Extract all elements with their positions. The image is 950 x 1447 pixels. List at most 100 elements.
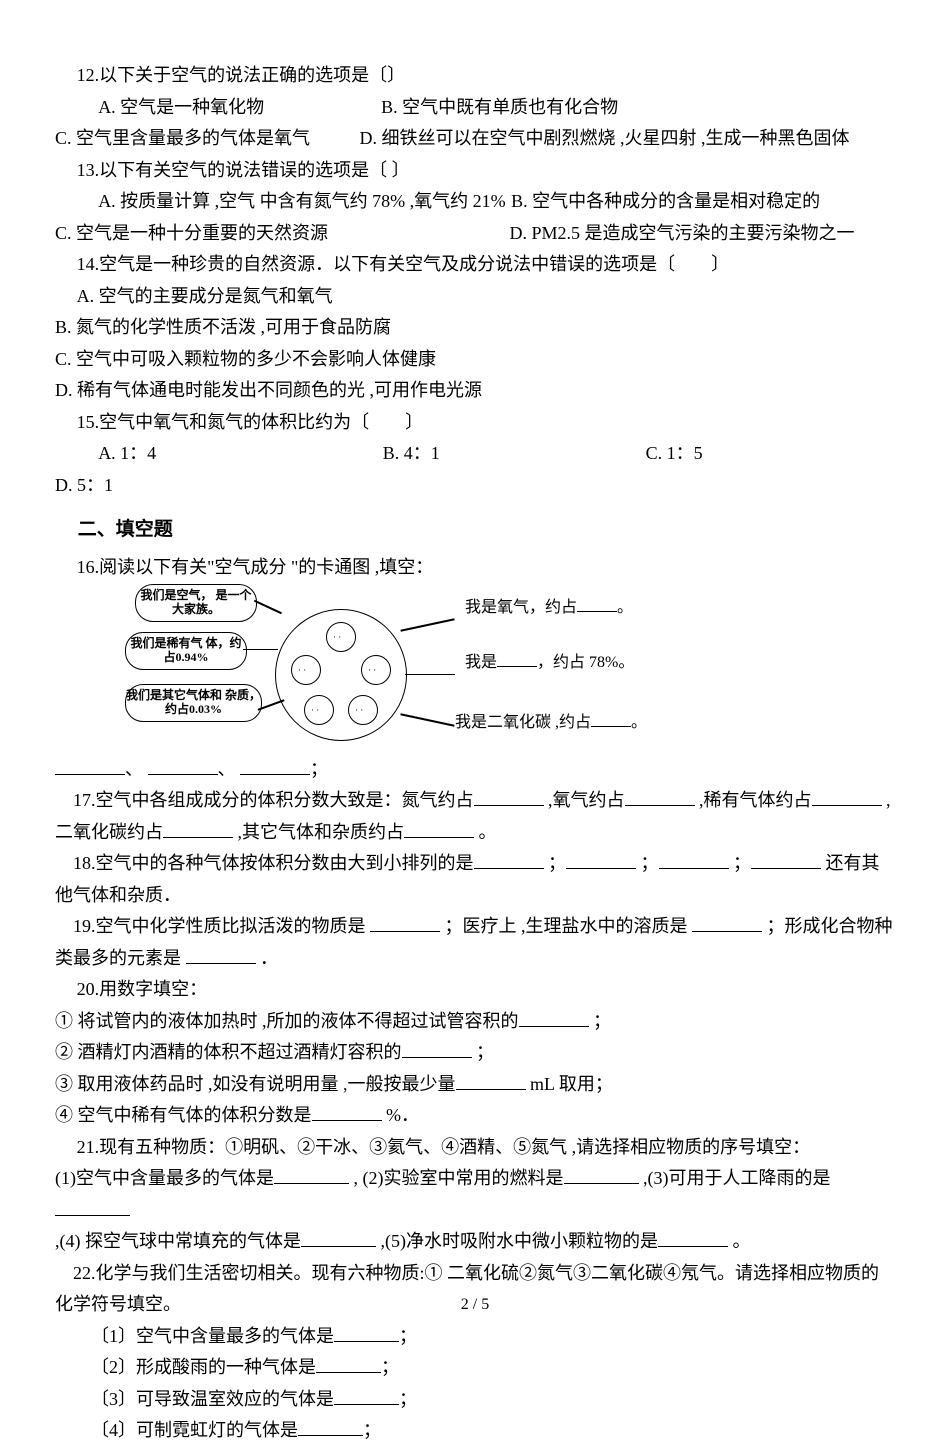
- blank[interactable]: [148, 756, 218, 775]
- blank[interactable]: [564, 1165, 639, 1184]
- q19-d: ．: [260, 948, 278, 968]
- blank[interactable]: [298, 1417, 363, 1436]
- q17-c: ,稀有气体约占: [699, 790, 812, 810]
- q20-l3: ③ 取用液体药品时 ,如没有说明用量 ,一般按最少量 mL 取用；: [55, 1069, 895, 1101]
- q17-f: 。: [479, 822, 497, 842]
- q22-t3: ；: [399, 1389, 417, 1409]
- q20-l4a: ④ 空气中稀有气体的体积分数是: [55, 1105, 312, 1125]
- q13-d: D. PM2.5 是造成空气污染的主要污染物之一: [510, 223, 855, 243]
- q22-l1a: 〔1〕空气中含量最多的气体是: [91, 1326, 334, 1346]
- q20-l3a: ③ 取用液体药品时 ,如没有说明用量 ,一般按最少量: [55, 1074, 456, 1094]
- callout-mid: 我是，约占 78%。: [465, 649, 634, 677]
- blank[interactable]: [274, 1165, 349, 1184]
- q20-stem: 20.用数字填空：: [55, 974, 895, 1006]
- blank[interactable]: [474, 850, 544, 869]
- q22-l3: 〔3〕可导致温室效应的气体是 ；: [55, 1384, 895, 1416]
- q17: 17.空气中各组成成分的体积分数大致是：氮气约占 ,氧气约占 ,稀有气体约占 ,…: [55, 785, 895, 848]
- q12-b: B. 空气中既有单质也有化合物: [381, 97, 618, 117]
- blank[interactable]: [577, 595, 617, 612]
- q15-d: D. 5：1: [55, 470, 895, 502]
- blank[interactable]: [370, 913, 440, 932]
- blank[interactable]: [301, 1228, 376, 1247]
- q18: 18.空气中的各种气体按体积分数由大到小排列的是 ； ； ； 还有其他气体和杂质…: [55, 848, 895, 911]
- sep1: 、: [125, 759, 143, 779]
- blank[interactable]: [55, 1197, 130, 1216]
- q22-l2a: 〔2〕形成酸雨的一种气体是: [91, 1357, 316, 1377]
- q13-row2: C. 空气是一种十分重要的天然资源 D. PM2.5 是造成空气污染的主要污染物…: [55, 218, 895, 250]
- blank[interactable]: [334, 1386, 399, 1405]
- blank[interactable]: [692, 913, 762, 932]
- callout-mid-a: 我是: [465, 654, 497, 671]
- q20-l1: ① 将试管内的液体加热时 ,所加的液体不得超过试管容积的 ；: [55, 1006, 895, 1038]
- callout-top-b: 。: [617, 599, 633, 616]
- sep3: ；: [310, 759, 328, 779]
- q16-trail: 、 、 ；: [55, 754, 895, 786]
- q21-stem: 21.现有五种物质：①明矾、②干冰、③氦气、④酒精、⑤氮气 ,请选择相应物质的序…: [55, 1132, 895, 1164]
- page-number: 2 / 5: [0, 1291, 950, 1319]
- blank[interactable]: [658, 1228, 728, 1247]
- bubble-bot-text: 我们是其它气体和 杂质，约占0.03%: [126, 685, 261, 717]
- blank[interactable]: [625, 787, 695, 806]
- callout-top: 我是氧气，约占 。: [465, 594, 633, 622]
- blank[interactable]: [474, 787, 544, 806]
- q22-l1: 〔1〕空气中含量最多的气体是 ；: [55, 1321, 895, 1353]
- q21-p2a: ,(4) 探空气球中常填充的气体是: [55, 1231, 301, 1251]
- q22-l4a: 〔4〕可制霓虹灯的气体是: [91, 1420, 298, 1440]
- callout-top-a: 我是氧气，约占: [465, 599, 577, 616]
- bubble-mid-text: 我们是稀有气 体，约占0.94%: [126, 633, 246, 665]
- blank[interactable]: [312, 1102, 382, 1121]
- q12-a: A. 空气是一种氧化物: [77, 92, 377, 124]
- blank[interactable]: [659, 850, 729, 869]
- blank[interactable]: [402, 1039, 472, 1058]
- q21-p1a: (1)空气中含量最多的气体是: [55, 1168, 274, 1188]
- blank[interactable]: [163, 819, 233, 838]
- q13-a: A. 按质量计算 ,空气 中含有氮气约 78% ,氧气约 21%: [77, 186, 507, 218]
- q13-stem: 13.以下有关空气的说法错误的选项是〔 〕: [55, 155, 895, 187]
- blank[interactable]: [186, 945, 256, 964]
- q18-s3: ；: [733, 853, 751, 873]
- blank[interactable]: [566, 850, 636, 869]
- q12-c: C. 空气里含量最多的气体是氧气: [55, 123, 355, 155]
- q21-row1: (1)空气中含量最多的气体是 , (2)实验室中常用的燃料是 ,(3)可用于人工…: [55, 1163, 895, 1226]
- q17-e: ,其它气体和杂质约占: [238, 822, 405, 842]
- blank[interactable]: [519, 1008, 589, 1027]
- blank[interactable]: [55, 756, 125, 775]
- blank[interactable]: [456, 1071, 526, 1090]
- q20-l1a: ① 将试管内的液体加热时 ,所加的液体不得超过试管容积的: [55, 1011, 519, 1031]
- blank[interactable]: [497, 650, 537, 667]
- q14-stem: 14.空气是一种珍贵的自然资源．以下有关空气及成分说法中错误的选项是〔 〕: [55, 249, 895, 281]
- blank[interactable]: [812, 787, 882, 806]
- q12-row2: C. 空气里含量最多的气体是氧气 D. 细铁丝可以在空气中剧烈燃烧 ,火星四射 …: [55, 123, 895, 155]
- q20-l2: ② 酒精灯内酒精的体积不超过酒精灯容积的 ；: [55, 1037, 895, 1069]
- q15-stem: 15.空气中氧气和氮气的体积比约为〔 〕: [55, 407, 895, 439]
- q17-a: 17.空气中各组成成分的体积分数大致是：氮气约占: [73, 790, 474, 810]
- q22-l3a: 〔3〕可导致温室效应的气体是: [91, 1389, 334, 1409]
- q19-a: 19.空气中化学性质比拟活泼的物质是: [73, 916, 370, 936]
- q16-diagram: 我们是空气， 是一个大家族。 我们是稀有气 体，约占0.94% 我们是其它气体和…: [135, 584, 675, 754]
- blank[interactable]: [316, 1354, 381, 1373]
- q20-l4b: %．: [382, 1105, 420, 1125]
- callout-bot-b: 。: [631, 714, 647, 731]
- q14-d: D. 稀有气体通电时能发出不同颜色的光 ,可用作电光源: [55, 375, 895, 407]
- q22-t1: ；: [399, 1326, 417, 1346]
- blank[interactable]: [404, 819, 474, 838]
- q18-s1: ；: [548, 853, 566, 873]
- q22-t2: ；: [381, 1357, 399, 1377]
- q21-row2: ,(4) 探空气球中常填充的气体是 ,(5)净水时吸附水中微小颗粒物的是 。: [55, 1226, 895, 1258]
- q22-l4: 〔4〕可制霓虹灯的气体是；: [55, 1415, 895, 1447]
- blank[interactable]: [591, 710, 631, 727]
- q20-l3b: mL 取用；: [526, 1074, 613, 1094]
- section2-title: 二、填空题: [55, 513, 895, 546]
- q12-stem: 12.以下关于空气的说法正确的选项是〔〕: [55, 60, 895, 92]
- q14-c: C. 空气中可吸入颗粒物的多少不会影响人体健康: [55, 344, 895, 376]
- blank[interactable]: [751, 850, 821, 869]
- q15-a: A. 1：4: [77, 438, 357, 470]
- q15-b: B. 4：1: [361, 438, 641, 470]
- q12-row1: A. 空气是一种氧化物 B. 空气中既有单质也有化合物: [55, 92, 895, 124]
- q20-l2a: ② 酒精灯内酒精的体积不超过酒精灯容积的: [55, 1042, 402, 1062]
- blank[interactable]: [240, 756, 310, 775]
- blank[interactable]: [334, 1323, 399, 1342]
- q13-c: C. 空气是一种十分重要的天然资源: [55, 218, 505, 250]
- q15-row: A. 1：4 B. 4：1 C. 1：5: [55, 438, 895, 470]
- q13-row1: A. 按质量计算 ,空气 中含有氮气约 78% ,氧气约 21% B. 空气中各…: [55, 186, 895, 218]
